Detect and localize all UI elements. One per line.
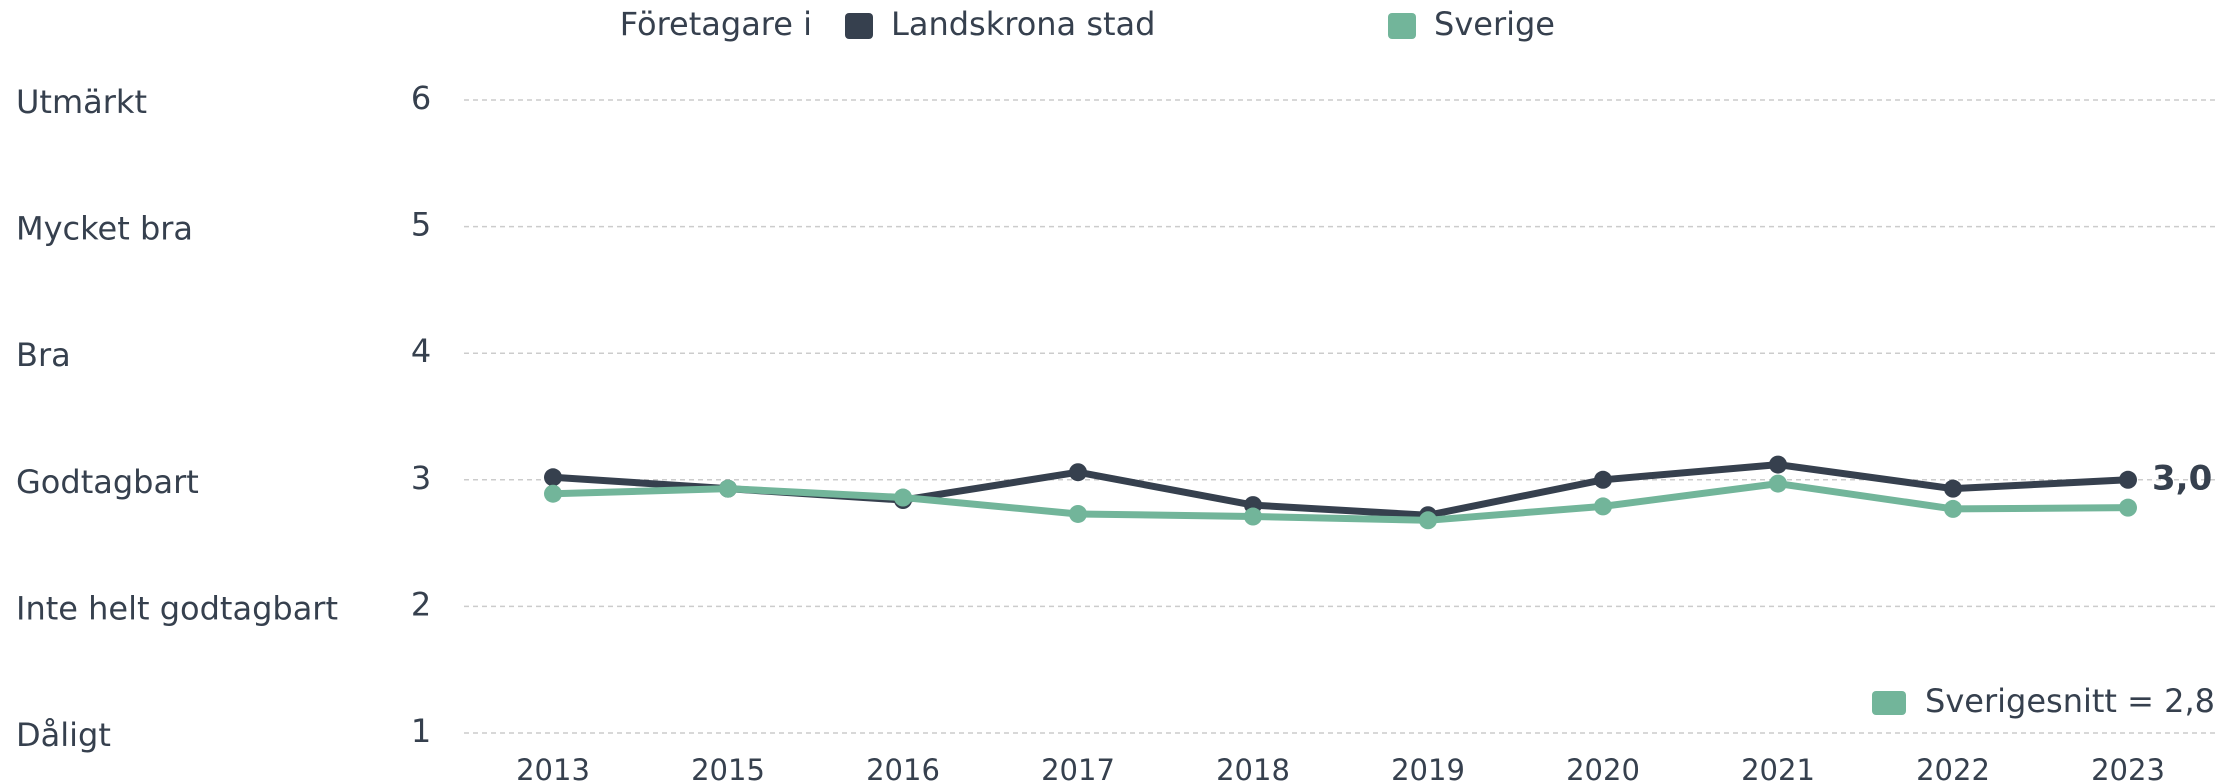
annotation: Sverigesnitt = 2,8 bbox=[1925, 682, 2215, 720]
data-point bbox=[1594, 497, 1612, 516]
data-point bbox=[1594, 470, 1612, 489]
legend-swatch bbox=[1388, 13, 1416, 39]
data-point bbox=[1069, 463, 1087, 482]
x-tick-label: 2020 bbox=[1566, 753, 1640, 783]
data-point bbox=[1944, 479, 1962, 498]
legend-title: Företagare i bbox=[620, 5, 812, 43]
y-tick-label: 3 bbox=[411, 459, 431, 497]
x-tick-label: 2015 bbox=[691, 753, 765, 783]
y-tick-label: 1 bbox=[411, 712, 431, 750]
data-point bbox=[2119, 498, 2137, 517]
data-point bbox=[894, 488, 912, 507]
y-tick-label: 6 bbox=[411, 79, 431, 117]
data-point bbox=[1944, 499, 1962, 518]
x-tick-label: 2021 bbox=[1741, 753, 1815, 783]
annotation-swatch bbox=[1872, 691, 1906, 715]
data-point bbox=[1769, 474, 1787, 493]
data-point bbox=[719, 479, 737, 498]
data-point bbox=[1069, 504, 1087, 523]
y-tick-label: 5 bbox=[411, 206, 431, 244]
x-tick-label: 2023 bbox=[2091, 753, 2165, 783]
scale-label: Bra bbox=[16, 336, 71, 374]
data-point bbox=[1244, 507, 1262, 526]
scale-label: Dåligt bbox=[16, 716, 111, 754]
data-point bbox=[1769, 455, 1787, 474]
data-point bbox=[1419, 511, 1437, 530]
x-tick-label: 2019 bbox=[1391, 753, 1465, 783]
legend-label: Sverige bbox=[1434, 5, 1555, 43]
y-tick-label: 4 bbox=[411, 332, 431, 370]
legend-label: Landskrona stad bbox=[891, 5, 1155, 43]
y-tick-label: 2 bbox=[411, 585, 431, 623]
scale-label: Mycket bra bbox=[16, 210, 193, 248]
series-line bbox=[552, 480, 2129, 524]
scale-label: Godtagbart bbox=[16, 463, 199, 501]
data-point bbox=[2119, 470, 2137, 489]
x-tick-label: 2018 bbox=[1216, 753, 1290, 783]
data-point bbox=[544, 468, 562, 487]
x-tick-label: 2016 bbox=[866, 753, 940, 783]
data-label: 3,0 bbox=[2152, 458, 2212, 498]
x-tick-label: 2017 bbox=[1041, 753, 1115, 783]
legend-swatch bbox=[845, 13, 873, 39]
scale-label: Inte helt godtagbart bbox=[16, 589, 338, 627]
x-tick-label: 2022 bbox=[1916, 753, 1990, 783]
x-tick-label: 2013 bbox=[516, 753, 590, 783]
scale-label: Utmärkt bbox=[16, 83, 147, 121]
data-point bbox=[544, 484, 562, 503]
